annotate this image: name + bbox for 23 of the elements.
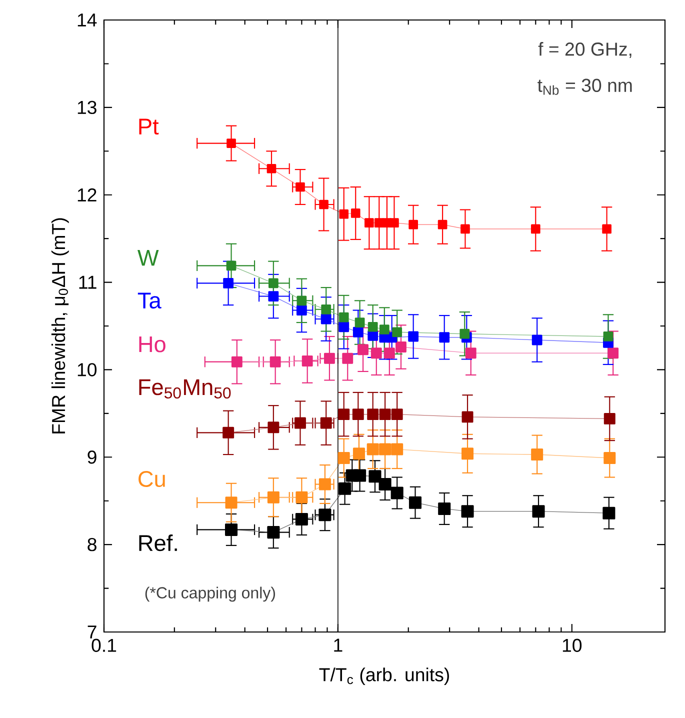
y-tick-label: 11 <box>79 276 96 289</box>
y-tick-label: 9 <box>88 450 96 464</box>
x-tick-label: 0.1 <box>92 638 116 652</box>
y-tick-label: 7 <box>88 626 96 638</box>
legend-label: Ref. <box>139 534 177 552</box>
annotation: t$_{Nb}$ = 30 nm <box>538 78 632 95</box>
text: Pt <box>139 118 159 135</box>
annotation: f = 20 GHz, <box>538 42 632 58</box>
y-tick-label: 10 <box>78 363 97 376</box>
annotation: (*Cu capping only) <box>145 586 275 602</box>
y-tick-label: 8 <box>88 538 96 552</box>
series-label: Fe$_{50}$Mn$_{50}$ <box>139 379 231 399</box>
text: Cu <box>138 470 165 488</box>
y-tick-label: 13 <box>78 100 96 114</box>
x-axis-title: T/T$_{c}$ (arb. units) <box>319 668 449 685</box>
y-axis-title: FMR linewidth, μ$_{0}$ΔH (mT) <box>51 218 69 434</box>
x-tick-label: 10 <box>562 638 582 652</box>
text: Ta <box>138 292 162 309</box>
y-tick-label: 14 <box>78 14 97 26</box>
text: W <box>138 250 159 266</box>
x-tick-label: 1 <box>334 638 342 652</box>
y-tick-label: 12 <box>78 188 96 202</box>
text: Ho <box>139 336 166 352</box>
